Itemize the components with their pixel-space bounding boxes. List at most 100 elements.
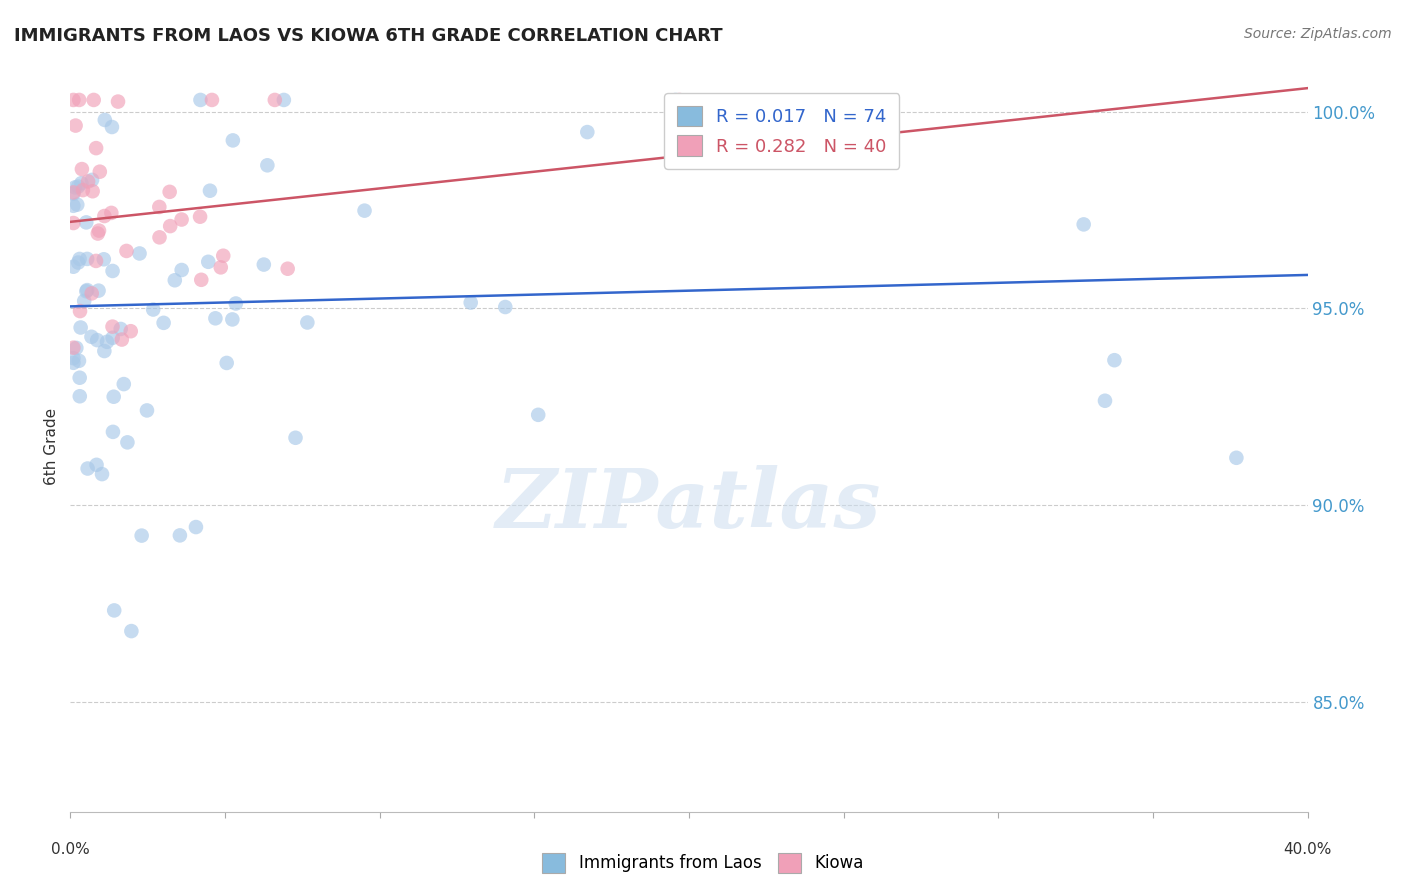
Point (273, 93, 295, 107)
Point (67, 255, 90, 269)
Point (101, 120, 124, 134)
Point (120, 324, 142, 338)
Point (169, 528, 191, 542)
Point (67, 353, 90, 368)
Point (117, 435, 139, 450)
Point (62, 93, 84, 107)
Point (101, 319, 124, 334)
Point (159, 185, 181, 199)
Point (263, 93, 285, 107)
Point (76, 461, 98, 475)
Point (159, 219, 181, 233)
Point (284, 431, 307, 445)
Point (209, 260, 232, 275)
Point (103, 390, 125, 404)
Point (111, 333, 134, 347)
Point (665, 93, 688, 107)
Point (1073, 218, 1095, 232)
Point (66, 197, 89, 211)
Point (87, 227, 110, 241)
Point (353, 203, 375, 218)
Point (75, 285, 97, 299)
Point (142, 302, 165, 317)
Point (253, 258, 276, 272)
Point (83, 93, 105, 107)
Point (120, 624, 142, 638)
Text: Source: ZipAtlas.com: Source: ZipAtlas.com (1244, 27, 1392, 41)
Point (215, 356, 238, 370)
Point (76, 252, 98, 266)
Point (72, 183, 94, 197)
Point (668, 93, 690, 107)
Point (62, 356, 84, 370)
Point (101, 264, 124, 278)
Point (1225, 450, 1247, 465)
Y-axis label: 6th Grade: 6th Grade (44, 408, 59, 484)
Point (69, 370, 91, 384)
Point (75, 215, 97, 229)
Point (80, 330, 103, 344)
Point (201, 93, 224, 107)
Point (80, 286, 103, 301)
Point (115, 244, 138, 258)
Point (136, 403, 159, 417)
Point (221, 312, 243, 326)
Point (69, 304, 91, 318)
Point (1104, 353, 1126, 368)
Point (84, 254, 107, 268)
Point (87, 224, 110, 238)
Point (69, 320, 91, 334)
Point (277, 261, 299, 276)
Point (70, 176, 93, 190)
Point (212, 249, 235, 263)
Point (62, 186, 84, 200)
Point (65, 119, 87, 133)
Point (70, 162, 93, 177)
Point (688, 150, 710, 164)
Point (148, 230, 170, 244)
Point (197, 255, 219, 269)
Point (62, 260, 84, 274)
Point (256, 158, 278, 172)
Point (148, 200, 170, 214)
Point (63, 180, 86, 194)
Point (93, 209, 115, 223)
Point (84, 141, 107, 155)
Point (62, 351, 84, 366)
Point (67, 179, 90, 194)
Point (198, 184, 221, 198)
Legend: R = 0.017   N = 74, R = 0.282   N = 40: R = 0.017 N = 74, R = 0.282 N = 40 (664, 93, 900, 169)
Point (131, 528, 153, 542)
Point (494, 300, 516, 314)
Point (86, 333, 108, 347)
Point (527, 408, 550, 422)
Text: IMMIGRANTS FROM LAOS VS KIOWA 6TH GRADE CORRELATION CHART: IMMIGRANTS FROM LAOS VS KIOWA 6TH GRADE … (14, 27, 723, 45)
Point (110, 322, 132, 336)
Text: 0.0%: 0.0% (51, 842, 90, 857)
Point (65, 341, 87, 355)
Point (86, 458, 108, 472)
Point (225, 296, 247, 310)
Point (222, 133, 245, 147)
Point (1094, 393, 1116, 408)
Point (80, 173, 103, 187)
Point (87, 284, 110, 298)
Text: ZIPatlas: ZIPatlas (496, 465, 882, 544)
Point (91, 467, 114, 481)
Point (100, 206, 122, 220)
Point (93, 252, 115, 267)
Legend: Immigrants from Laos, Kiowa: Immigrants from Laos, Kiowa (536, 847, 870, 880)
Point (96, 334, 118, 349)
Point (188, 210, 211, 224)
Point (62, 186, 84, 201)
Point (101, 331, 124, 345)
Point (62, 199, 84, 213)
Point (128, 246, 150, 260)
Point (107, 95, 129, 109)
Point (297, 316, 319, 330)
Point (170, 212, 193, 227)
Point (576, 125, 599, 139)
Point (152, 316, 174, 330)
Point (62, 341, 84, 355)
Point (89, 164, 111, 178)
